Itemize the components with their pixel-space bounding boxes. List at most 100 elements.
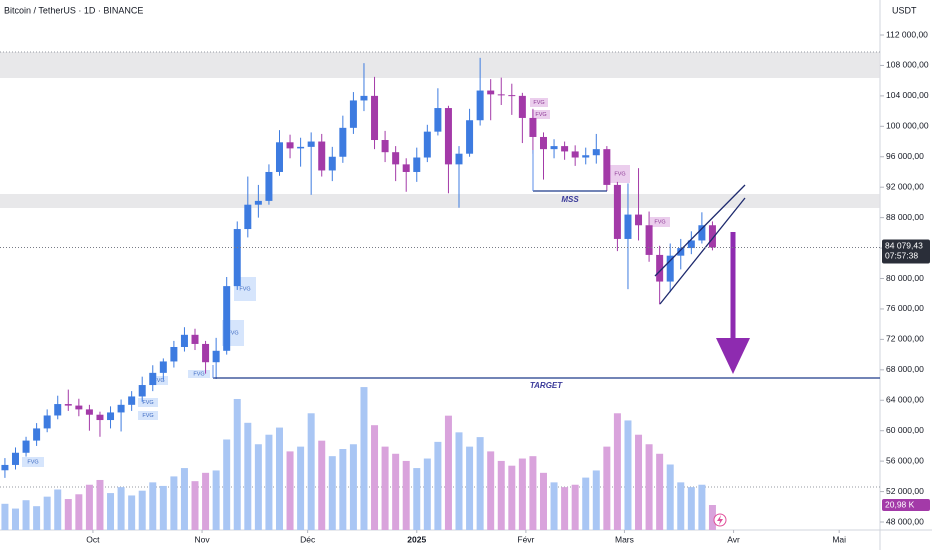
candle-body [677,248,685,256]
last-price-box [882,239,930,264]
candle-body [75,405,83,410]
candle-body [582,155,590,158]
volume-bar [54,489,62,530]
candle-body [603,149,611,185]
supply-zone [0,52,880,78]
candle-body [371,95,379,141]
candle-body [402,164,410,172]
y-tick-label: 104 000,00 [886,90,929,100]
target-label: TARGET [530,381,563,390]
candle-body [107,412,115,421]
y-tick-label: 96 000,00 [886,151,924,161]
volume-bar [96,479,104,530]
fvg-label: FVG [614,171,625,177]
candle-body [413,157,421,172]
volume-bar [265,434,273,530]
x-tick-label: Déc [300,534,316,544]
candle-body [708,225,716,248]
y-tick-label: 48 000,00 [886,516,924,526]
volume-bar [582,477,590,530]
candle-body [307,141,315,147]
volume-bar [75,494,83,530]
fvg-box [530,98,548,107]
volume-bar [645,444,653,530]
y-tick-label: 108 000,00 [886,60,929,70]
volume-bar [254,444,262,530]
volume-bar [33,506,41,530]
fvg-box [22,457,44,467]
candle-body [202,343,210,363]
candle-body [85,409,93,415]
flash-icon [717,515,723,525]
volume-bar [592,470,600,530]
candle-body [666,255,674,282]
volume-bar [434,441,442,530]
fvg-box [610,165,630,183]
volume-bar [666,464,674,530]
volume-bar [349,444,357,530]
candle-body [43,415,51,429]
volume-bar [22,500,30,530]
volume-bar [11,508,19,530]
volume-label: 20,98 K [885,499,915,509]
fvg-box [650,217,670,227]
candle-body [423,131,431,158]
x-tick-label: Avr [727,534,740,544]
x-tick-label: Mai [832,534,846,544]
x-tick-label: 2025 [407,534,426,544]
volume-bar [212,470,220,530]
volume-bar [233,398,241,530]
volume-bar [529,456,537,530]
candle-body [318,141,326,171]
candle-body [635,214,643,226]
candle-body [508,95,516,97]
y-tick-label: 100 000,00 [886,121,929,131]
mss-label: MSS [561,195,579,204]
candle-body [645,225,653,255]
volume-bar [656,453,664,530]
volume-bar [318,440,326,530]
candle-body [434,108,442,132]
volume-bar [508,465,516,530]
volume-bar [107,493,115,530]
volume-bar [624,420,632,530]
fvg-label: FVG [239,286,250,292]
volume-bar [550,482,558,530]
countdown: 07:57:38 [885,251,918,261]
candle-body [286,142,294,149]
x-tick-label: Nov [194,534,210,544]
volume-bar [635,434,643,530]
volume-bar [223,439,231,530]
x-tick-label: Oct [86,534,100,544]
volume-bar [444,415,452,530]
volume-bar [117,487,125,530]
fvg-label: FVG [142,413,153,419]
candle-body [233,229,241,287]
volume-bar [687,487,695,530]
volume-bar [677,482,685,530]
volume-bar [85,484,93,530]
candle-body [360,95,368,101]
y-tick-label: 80 000,00 [886,273,924,283]
candle-body [254,200,262,205]
volume-bar [571,484,579,530]
wedge-line [659,197,746,305]
candle-body [455,153,463,165]
fvg-label: FVG [153,378,164,384]
candle-body [561,146,569,152]
volume-bar [476,437,484,530]
candle-body [381,140,389,153]
candle-body [265,171,273,201]
candle-body [159,361,167,373]
volume-bar [275,427,283,530]
candle-body [149,372,157,386]
candle-body [698,225,706,241]
y-tick-label: 76 000,00 [886,303,924,313]
volume-bar [191,481,199,530]
candle-body [54,404,62,416]
volume-bar [708,505,716,530]
fvg-label: FVG [227,330,238,336]
candle-body [592,149,600,156]
volume-bar [392,453,400,530]
candle-body [11,452,19,465]
